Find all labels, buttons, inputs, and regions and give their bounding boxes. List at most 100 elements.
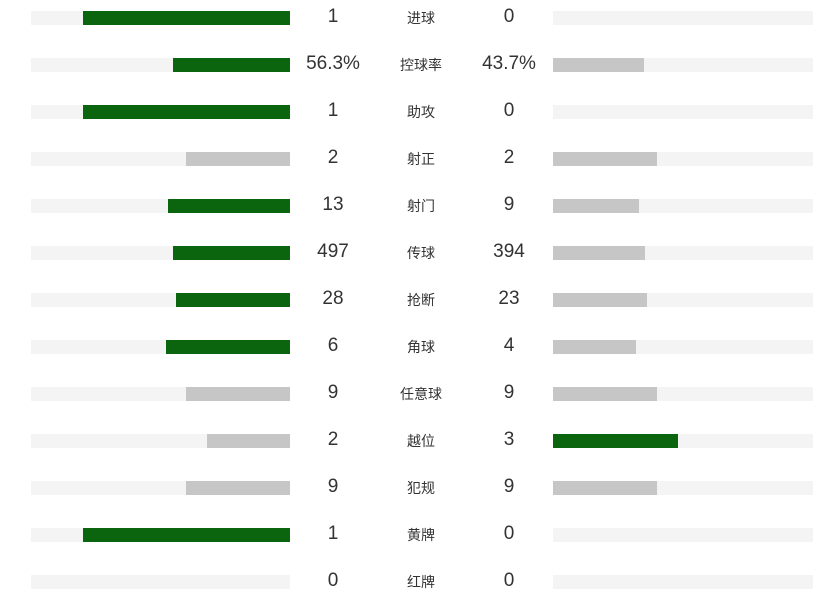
away-value: 0 [503, 100, 515, 121]
home-value: 497 [317, 241, 349, 262]
home-bar-track [31, 340, 290, 354]
stat-label: 抢断 [407, 292, 435, 308]
home-bar-fill [176, 293, 290, 307]
stat-row: 56.3% 控球率 43.7% [0, 47, 838, 94]
away-bar-fill [553, 152, 657, 166]
home-bar-track [31, 528, 290, 542]
home-bar-fill [83, 528, 290, 542]
home-value: 2 [327, 147, 339, 168]
away-bar-track [553, 387, 813, 401]
stat-label: 越位 [407, 433, 435, 449]
away-bar-fill [553, 246, 645, 260]
away-value: 3 [503, 429, 515, 450]
stat-label: 犯规 [407, 480, 435, 496]
home-bar-track [31, 199, 290, 213]
away-bar-track [553, 199, 813, 213]
home-bar-fill [186, 152, 290, 166]
away-bar-fill [553, 340, 636, 354]
home-value: 1 [327, 6, 339, 27]
home-value: 6 [327, 335, 339, 356]
home-value: 28 [322, 288, 344, 309]
home-bar-fill [173, 246, 290, 260]
away-value: 9 [503, 382, 515, 403]
away-bar-track [553, 575, 813, 589]
home-bar-track [31, 434, 290, 448]
home-bar-track [31, 481, 290, 495]
stat-row: 1 进球 0 [0, 0, 838, 47]
away-bar-track [553, 528, 813, 542]
stat-row: 9 任意球 9 [0, 376, 838, 423]
away-bar-track [553, 11, 813, 25]
stat-row: 13 射门 9 [0, 188, 838, 235]
stat-row: 1 黄牌 0 [0, 517, 838, 564]
home-value: 1 [327, 523, 339, 544]
home-bar-track [31, 293, 290, 307]
stat-label: 黄牌 [407, 527, 435, 543]
stat-row: 9 犯规 9 [0, 470, 838, 517]
away-bar-fill [553, 434, 678, 448]
stat-row: 2 射正 2 [0, 141, 838, 188]
away-bar-track [553, 105, 813, 119]
stat-row: 2 越位 3 [0, 423, 838, 470]
stat-label: 红牌 [407, 574, 435, 590]
home-value: 1 [327, 100, 339, 121]
home-value: 13 [322, 194, 344, 215]
away-value: 23 [498, 288, 520, 309]
home-bar-fill [168, 199, 290, 213]
home-value: 2 [327, 429, 339, 450]
away-bar-fill [553, 293, 647, 307]
away-bar-fill [553, 58, 644, 72]
stat-label: 角球 [407, 339, 435, 355]
stat-label: 进球 [407, 10, 435, 26]
home-bar-fill [207, 434, 290, 448]
match-stats-panel: 1 进球 0 56.3% 控球率 43.7% 1 助攻 0 2 射正 2 13 射门 9 497 传球 394 28… [0, 0, 838, 591]
stat-row: 6 角球 4 [0, 329, 838, 376]
stat-row: 28 抢断 23 [0, 282, 838, 329]
away-value: 4 [503, 335, 515, 356]
home-value: 0 [327, 570, 339, 591]
stat-label: 射正 [407, 151, 435, 167]
away-value: 0 [503, 570, 515, 591]
home-bar-track [31, 58, 290, 72]
away-bar-track [553, 434, 813, 448]
away-bar-track [553, 293, 813, 307]
away-bar-track [553, 246, 813, 260]
home-value: 9 [327, 476, 339, 497]
away-value: 2 [503, 147, 515, 168]
home-bar-fill [83, 105, 290, 119]
away-value: 394 [493, 241, 525, 262]
home-value: 9 [327, 382, 339, 403]
home-bar-track [31, 11, 290, 25]
stat-row: 0 红牌 0 [0, 564, 838, 611]
home-bar-fill [186, 481, 290, 495]
home-bar-track [31, 105, 290, 119]
away-value: 9 [503, 476, 515, 497]
home-bar-track [31, 152, 290, 166]
away-bar-fill [553, 481, 657, 495]
away-value: 9 [503, 194, 515, 215]
away-bar-track [553, 58, 813, 72]
stat-label: 射门 [407, 198, 435, 214]
stat-row: 497 传球 394 [0, 235, 838, 282]
stat-label: 控球率 [400, 57, 442, 73]
away-bar-track [553, 481, 813, 495]
away-bar-track [553, 152, 813, 166]
home-bar-fill [83, 11, 290, 25]
home-bar-fill [166, 340, 290, 354]
away-value: 0 [503, 523, 515, 544]
away-bar-track [553, 340, 813, 354]
away-value: 0 [503, 6, 515, 27]
stat-label: 助攻 [407, 104, 435, 120]
away-value: 43.7% [482, 53, 536, 74]
stat-label: 传球 [407, 245, 435, 261]
stat-row: 1 助攻 0 [0, 94, 838, 141]
home-bar-fill [186, 387, 290, 401]
home-bar-track [31, 246, 290, 260]
home-bar-fill [173, 58, 290, 72]
home-value: 56.3% [306, 53, 360, 74]
home-bar-track [31, 387, 290, 401]
stat-label: 任意球 [400, 386, 442, 402]
away-bar-fill [553, 387, 657, 401]
home-bar-track [31, 575, 290, 589]
away-bar-fill [553, 199, 639, 213]
